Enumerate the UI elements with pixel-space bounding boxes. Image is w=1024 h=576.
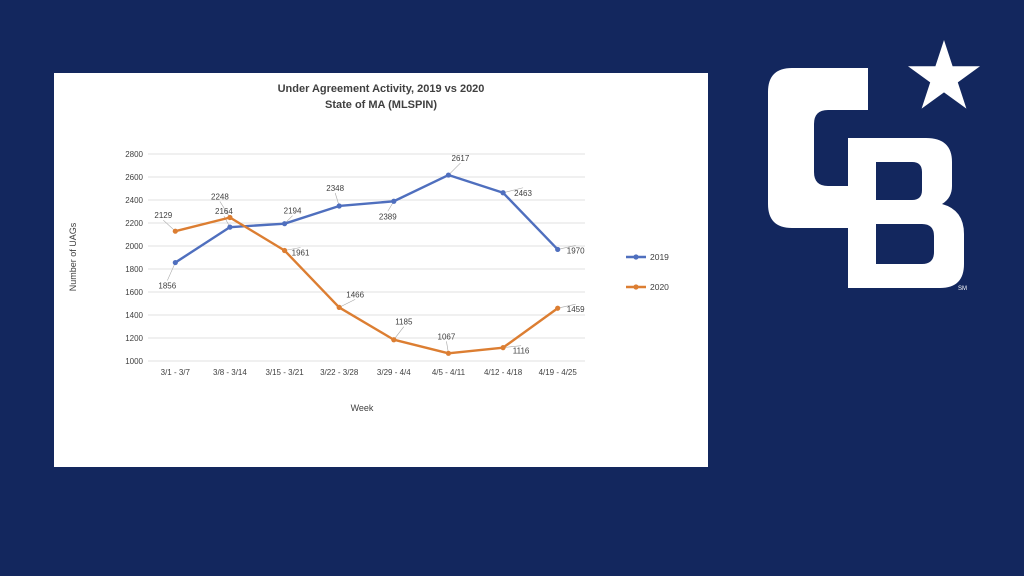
data-point-2020	[555, 305, 561, 311]
data-label-2020: 1185	[395, 318, 413, 327]
x-axis-ticks: 3/1 - 3/7 3/8 - 3/14 3/15 - 3/21 3/22 - 3/2…	[161, 368, 578, 377]
series-points	[172, 172, 561, 356]
x-tick-label: 3/15 - 3/21	[265, 368, 304, 377]
y-tick-label: 1400	[125, 311, 143, 320]
leader-line	[393, 326, 405, 340]
data-point-2019	[172, 259, 178, 266]
data-point-2020	[445, 350, 452, 356]
y-tick-label: 1000	[125, 357, 143, 366]
gridlines	[148, 153, 585, 362]
data-point-2019	[391, 198, 397, 204]
cb-monogram	[768, 68, 964, 288]
data-label-2019: 1970	[567, 246, 585, 255]
leader-line	[284, 247, 301, 251]
data-labels: 1856 2164 2194 2348 2389 2617 2463 1970 2129 2248…	[154, 154, 585, 356]
y-tick-label: 2800	[125, 150, 143, 159]
legend: 2019 2020	[626, 252, 669, 292]
service-mark: SM	[958, 286, 967, 292]
x-tick-label: 4/12 - 4/18	[484, 368, 523, 377]
series-line-2019	[174, 173, 559, 264]
leader-line	[448, 162, 461, 176]
line-chart: Under Agreement Activity, 2019 vs 2020 S…	[68, 83, 669, 413]
data-label-2019: 1856	[158, 282, 176, 291]
c-letterform	[768, 68, 868, 228]
leader-line	[557, 245, 576, 250]
x-tick-label: 3/29 - 4/4	[377, 368, 411, 377]
y-tick-label: 1200	[125, 334, 143, 343]
data-label-2019: 2617	[452, 154, 470, 163]
legend-marker-2020	[633, 284, 639, 290]
leader-line	[219, 201, 231, 218]
data-label-2019: 2194	[284, 207, 302, 216]
legend-label-2020: 2020	[650, 282, 669, 292]
series-line-2020	[175, 216, 559, 355]
leader-line	[502, 187, 524, 194]
data-label-2019: 2463	[514, 189, 532, 198]
y-tick-label: 2600	[125, 173, 143, 182]
y-tick-label: 1600	[125, 288, 143, 297]
leader-line	[167, 262, 176, 281]
data-label-2020: 1459	[567, 305, 585, 314]
leader-line	[339, 299, 356, 308]
data-point-2019	[336, 203, 342, 209]
y-tick-label: 2400	[125, 196, 143, 205]
data-label-2020: 1116	[513, 347, 530, 356]
data-label-2019: 2164	[215, 207, 233, 216]
x-tick-label: 3/22 - 3/28	[320, 368, 359, 377]
x-tick-label: 3/1 - 3/7	[161, 368, 191, 377]
y-tick-label: 2200	[125, 219, 143, 228]
chart-panel: Under Agreement Activity, 2019 vs 2020 S…	[54, 73, 708, 467]
data-point-2020	[281, 247, 288, 254]
x-axis-label: Week	[351, 403, 374, 413]
legend-marker-2019	[633, 254, 639, 260]
chart-subtitle: State of MA (MLSPIN)	[325, 99, 437, 111]
data-point-2019	[281, 221, 288, 227]
data-label-2019: 2389	[379, 212, 397, 221]
data-point-2019	[445, 172, 452, 178]
data-label-2019: 2348	[326, 184, 344, 193]
series-lines	[174, 173, 559, 355]
star-icon	[908, 40, 980, 109]
leader-line	[557, 303, 576, 309]
coldwell-banker-logo: SM	[764, 38, 988, 294]
data-point-2019	[500, 190, 506, 196]
data-label-2020: 2129	[154, 211, 172, 220]
y-tick-label: 1800	[125, 265, 143, 274]
data-label-2020: 1961	[292, 248, 310, 257]
data-point-2020	[500, 345, 506, 351]
data-point-2020	[391, 337, 397, 343]
data-label-2020: 2248	[211, 192, 229, 201]
data-point-2020	[336, 304, 342, 311]
y-tick-label: 2000	[125, 242, 143, 251]
y-axis-ticks: 1000 1200 1400 1600 1800 2000 2200 2400 2600 2800	[125, 150, 143, 366]
leader-line	[163, 219, 176, 232]
data-point-2019	[555, 246, 561, 253]
legend-label-2019: 2019	[650, 252, 669, 262]
leader-line	[503, 345, 522, 348]
x-tick-label: 4/5 - 4/11	[432, 368, 466, 377]
b-letterform	[848, 138, 964, 288]
data-point-2019	[227, 224, 233, 230]
chart-title: Under Agreement Activity, 2019 vs 2020	[278, 83, 485, 95]
data-label-2020: 1067	[438, 332, 456, 341]
data-point-2020	[227, 214, 233, 221]
data-label-2020: 1466	[346, 290, 364, 299]
x-tick-label: 4/19 - 4/25	[539, 368, 578, 377]
data-point-2020	[172, 228, 178, 234]
x-tick-label: 3/8 - 3/14	[213, 368, 247, 377]
y-axis-label: Number of UAGs	[68, 222, 78, 291]
